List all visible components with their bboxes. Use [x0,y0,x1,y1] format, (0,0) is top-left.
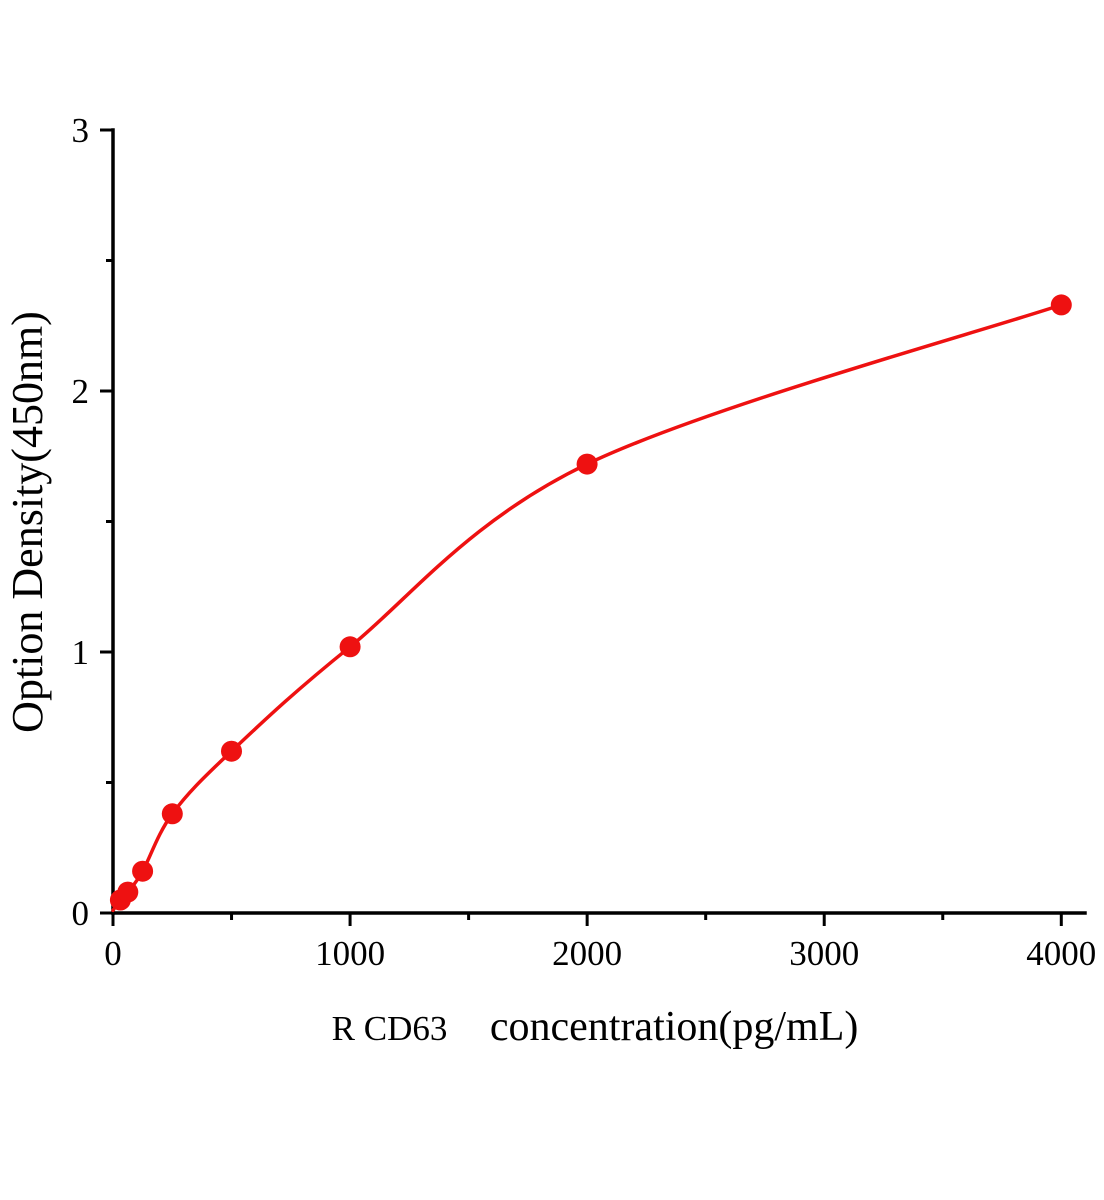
x-tick-label: 0 [104,934,122,973]
data-point [132,860,154,882]
plot-area: 0 1000 2000 3000 4000 0 1 2 3 [72,111,1097,973]
data-point [1050,294,1072,316]
x-tick-label: 2000 [552,934,622,973]
y-axis-label: Option Density(450nm) [3,311,52,733]
x-tick-label: 4000 [1026,934,1096,973]
data-point [576,453,598,475]
fit-curve [111,303,1064,913]
y-tick-label: 1 [72,633,90,672]
data-point [339,636,361,658]
x-axis-label: R CD63 concentration(pg/mL) [332,1004,859,1050]
x-tick-label: 1000 [315,934,385,973]
x-tick-label: 3000 [789,934,859,973]
x-axis-label-prefix: R CD63 [332,1009,448,1048]
data-point [117,881,139,903]
y-tick-label: 2 [72,372,90,411]
y-tick-label: 0 [72,894,90,933]
x-axis-label-main: concentration(pg/mL) [490,1004,859,1050]
data-point [221,740,242,762]
y-tick-label: 3 [72,111,90,150]
data-point [161,803,183,825]
